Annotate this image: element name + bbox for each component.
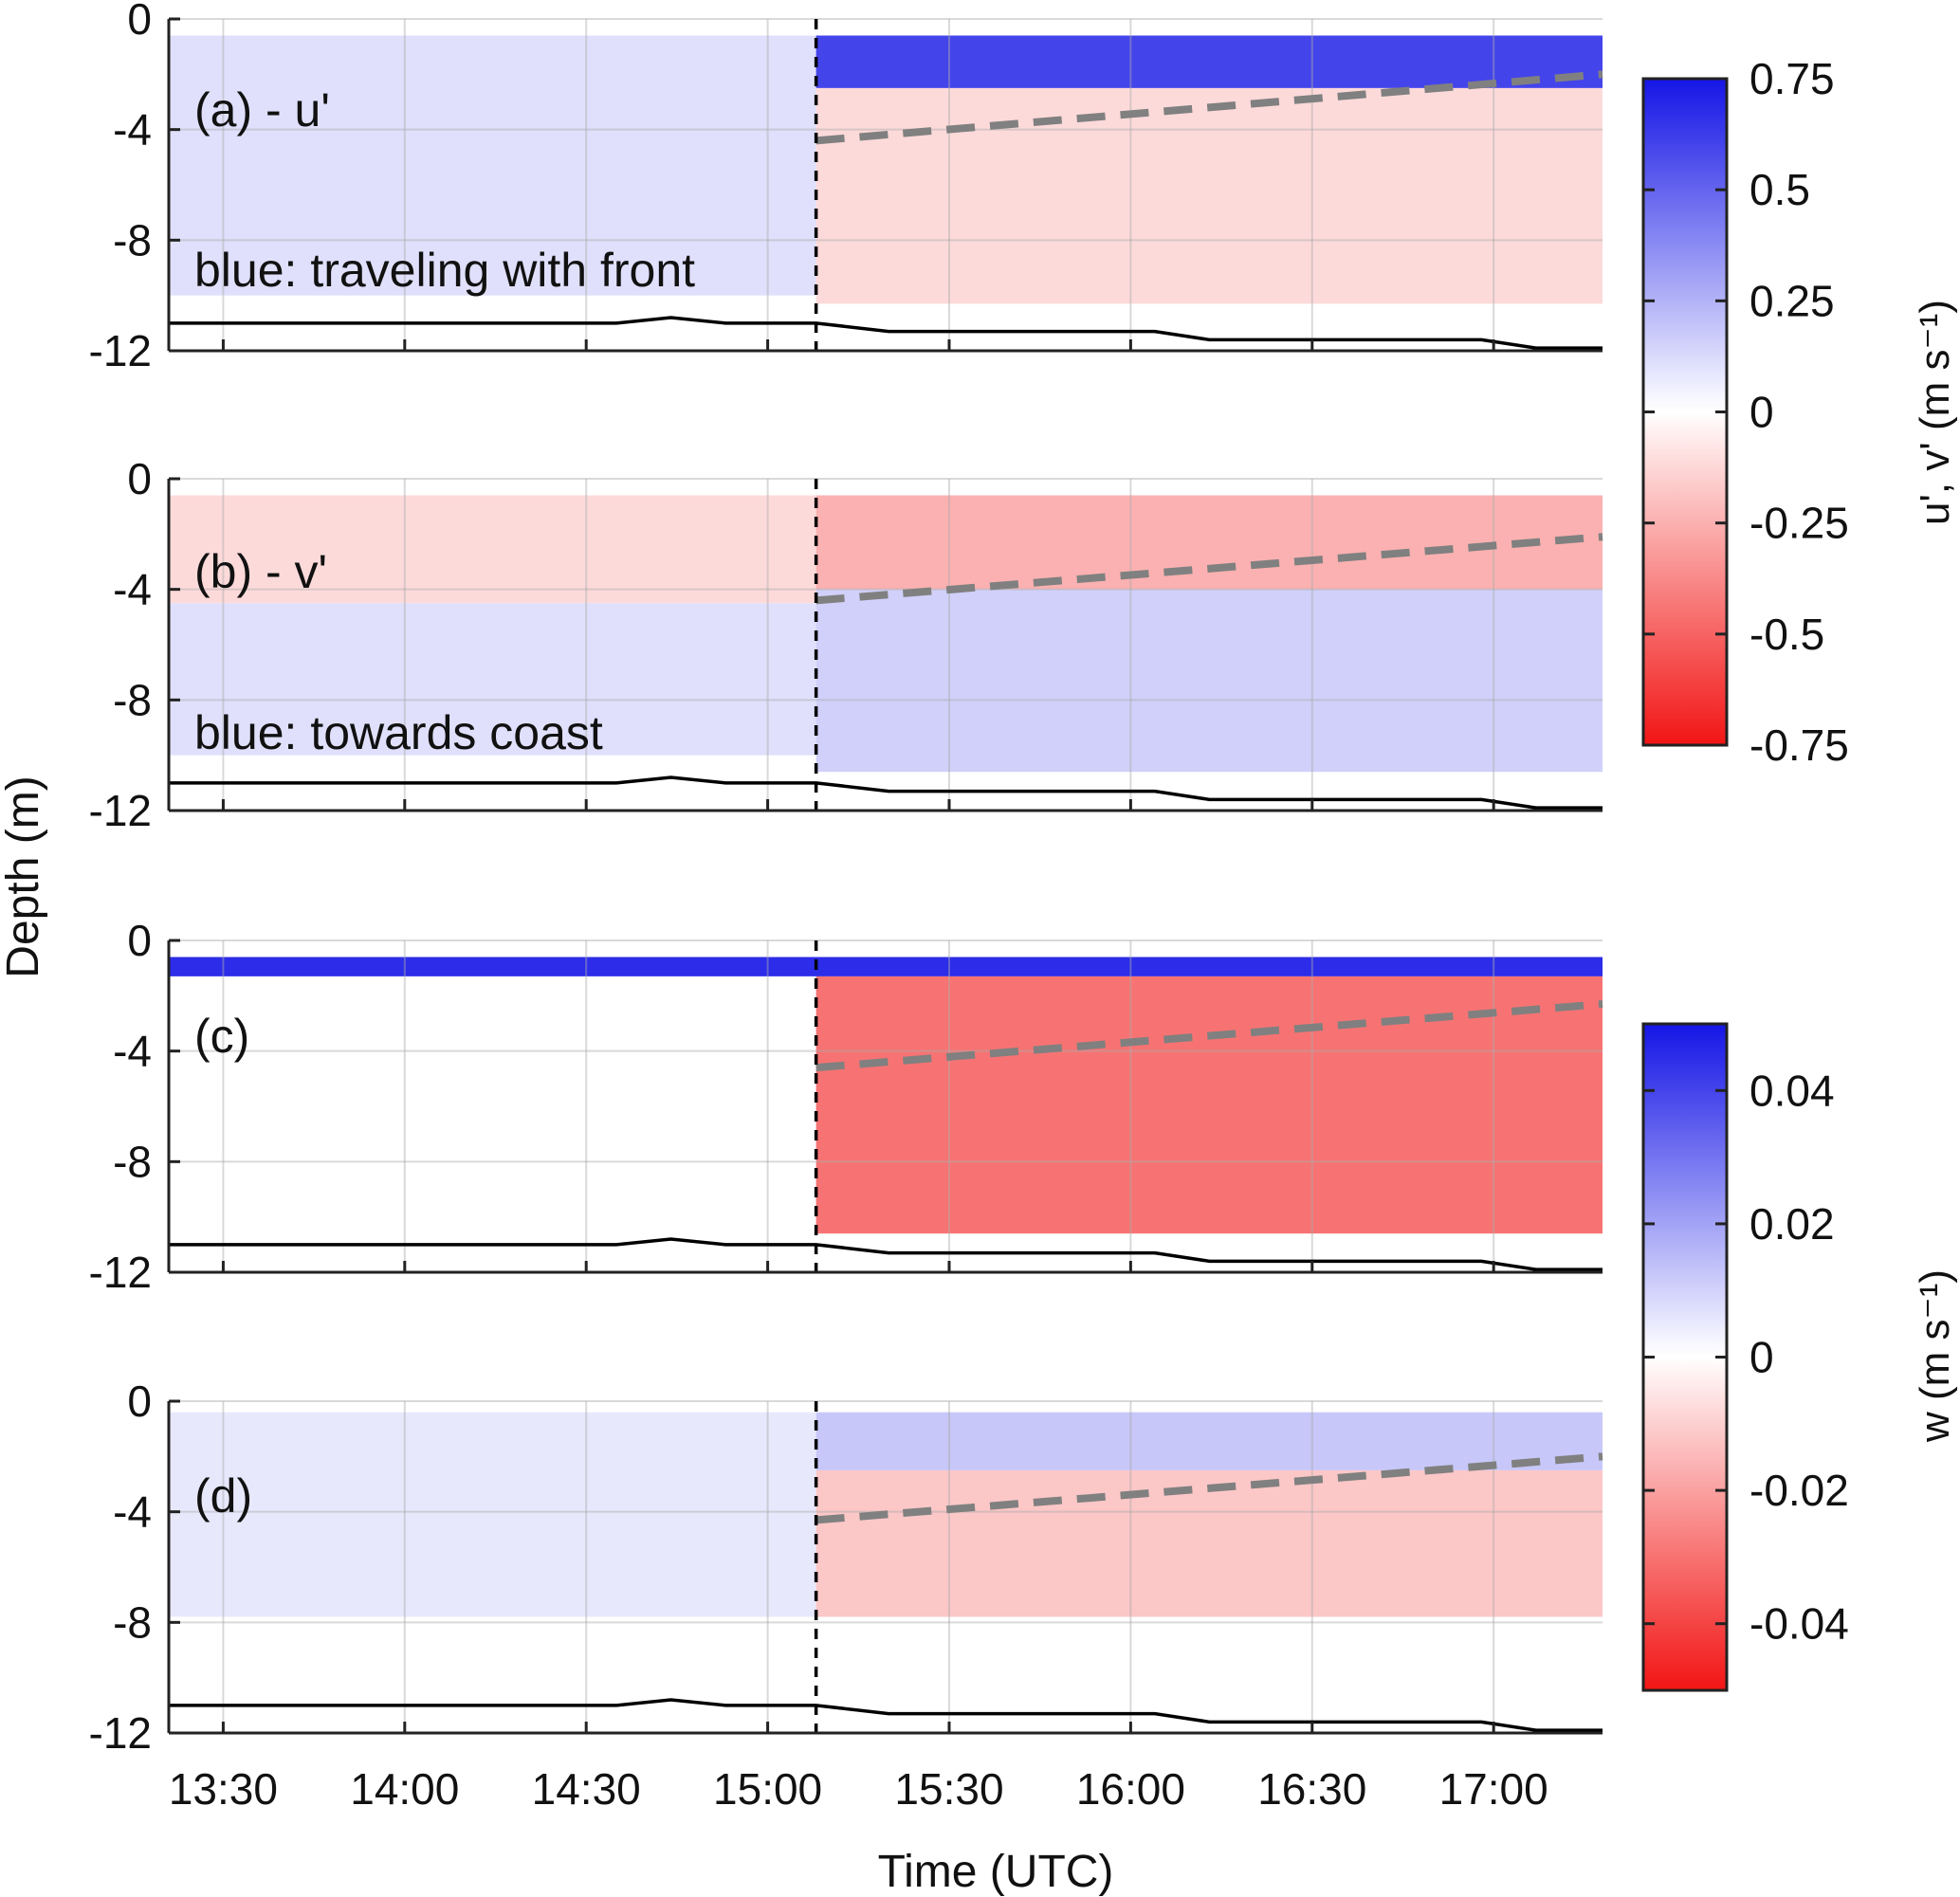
bottom-depth-line [169, 1698, 1603, 1732]
panel-b-marks [169, 479, 1603, 811]
panel-b-axes: 0 -4 -8 -12 [89, 454, 1603, 835]
interface-dashed-line [815, 1000, 1603, 1072]
colorbar-uv-gradient [1641, 77, 1729, 747]
colorbar-tick-label: 0 [1749, 1333, 1774, 1382]
colorbar-tick-label: 0.5 [1749, 165, 1810, 214]
panel-b: 0 -4 -8 -12 (b) - v' blue: towards coast [89, 454, 1603, 835]
panel-a-annotation: blue: traveling with front [194, 244, 695, 297]
x-tick-label: 16:30 [1257, 1764, 1366, 1814]
x-tick-label: 14:30 [532, 1764, 641, 1814]
interface-dashed-line [815, 533, 1603, 605]
y-tick-label: -12 [89, 326, 152, 375]
heatmap-cell [815, 495, 1603, 590]
colorbar-tick-label: -0.5 [1749, 610, 1824, 659]
bottom-depth-line [169, 775, 1603, 810]
panel-a-axes: 0 -4 -8 -12 [89, 0, 1603, 375]
panel-c-marks [169, 940, 1603, 1272]
y-tick-label: -8 [113, 1137, 152, 1186]
colorbar-tick-label: -0.75 [1749, 720, 1849, 770]
heatmap-cell [815, 87, 1603, 304]
y-tick-label: -8 [113, 215, 152, 264]
y-tick-label: -4 [113, 1487, 152, 1537]
panel-b-label: (b) - v' [194, 545, 327, 598]
panel-d-axes: 0 -4 -8 -12 13:30 14:00 14:30 15:00 15:30 16:00 16… [89, 1377, 1603, 1814]
heatmap-cell [815, 1469, 1603, 1617]
y-tick-label: -4 [113, 565, 152, 614]
x-tick-label: 14:00 [350, 1764, 459, 1814]
panel-a-heatmap [169, 35, 1603, 304]
colorbar-w-ticks: 0.04 0.02 0 -0.02 -0.04 [1643, 1066, 1849, 1649]
heatmap-cell [169, 957, 1603, 976]
y-axis-label: Depth (m) [0, 775, 48, 977]
x-tick-label: 17:00 [1439, 1764, 1548, 1814]
x-tick-label: 15:30 [894, 1764, 1003, 1814]
panel-c-label: (c) [194, 1010, 249, 1063]
heatmap-cell [815, 589, 1603, 773]
colorbar-uv: 0.75 0.5 0.25 0 -0.25 -0.5 -0.75 u', v' (m s⁻¹… [1641, 54, 1958, 770]
panel-c-heatmap [169, 957, 1603, 1234]
y-tick-label: 0 [127, 454, 152, 503]
bottom-depth-line [169, 1237, 1603, 1271]
x-tick-label: 15:00 [713, 1764, 822, 1814]
panel-d-marks [169, 1401, 1603, 1733]
panel-a: 0 -4 -8 -12 (a) - u' blue: traveling with f… [89, 0, 1603, 375]
heatmap-cell [169, 603, 816, 756]
heatmap-cell [815, 976, 1603, 1234]
panel-d: 0 -4 -8 -12 13:30 14:00 14:30 15:00 15:30 16:00 16… [89, 1377, 1603, 1814]
panel-c: 0 -4 -8 -12 (c) [89, 916, 1603, 1297]
heatmap-cell [815, 1412, 1603, 1470]
colorbar-w-label: w (m s⁻¹) [1912, 1269, 1958, 1443]
heatmap-cell [169, 976, 816, 1217]
colorbar-tick-label: 0.04 [1749, 1066, 1835, 1115]
colorbar-uv-label: u', v' (m s⁻¹) [1912, 300, 1958, 525]
heatmap-cell [815, 35, 1603, 88]
heatmap-cell [169, 495, 816, 604]
heatmap-cell [169, 1412, 816, 1617]
x-tick-label: 13:30 [169, 1764, 278, 1814]
x-tick-label: 16:00 [1076, 1764, 1185, 1814]
panel-b-heatmap [169, 495, 1603, 773]
colorbar-uv-ticks: 0.75 0.5 0.25 0 -0.25 -0.5 -0.75 [1643, 54, 1849, 770]
panel-d-heatmap [169, 1412, 1603, 1617]
y-tick-label: 0 [127, 0, 152, 44]
colorbar-tick-label: -0.25 [1749, 499, 1849, 548]
panel-c-axes: 0 -4 -8 -12 [89, 916, 1603, 1297]
y-tick-label: 0 [127, 916, 152, 965]
y-tick-label: -4 [113, 105, 152, 155]
y-tick-label: -4 [113, 1027, 152, 1076]
colorbar-tick-label: 0.02 [1749, 1199, 1835, 1249]
bottom-depth-line [169, 316, 1603, 350]
colorbar-tick-label: -0.04 [1749, 1599, 1849, 1649]
panel-d-label: (d) [194, 1469, 252, 1523]
colorbar-tick-label: 0 [1749, 388, 1774, 437]
y-tick-label: -8 [113, 675, 152, 724]
y-tick-label: -12 [89, 1248, 152, 1297]
panel-a-marks [169, 19, 1603, 351]
colorbar-tick-label: 0.75 [1749, 54, 1835, 103]
colorbar-w-gradient [1641, 1022, 1729, 1692]
y-tick-label: 0 [127, 1377, 152, 1426]
panel-a-label: (a) - u' [194, 83, 330, 137]
panel-b-annotation: blue: towards coast [194, 706, 603, 759]
colorbar-w: 0.04 0.02 0 -0.02 -0.04 w (m s⁻¹) [1641, 1022, 1958, 1692]
y-tick-label: -12 [89, 786, 152, 835]
interface-dashed-line [815, 70, 1603, 145]
y-tick-label: -12 [89, 1708, 152, 1758]
x-axis-label: Time (UTC) [878, 1847, 1114, 1897]
colorbar-tick-label: -0.02 [1749, 1466, 1849, 1515]
y-tick-label: -8 [113, 1597, 152, 1647]
interface-dashed-line [815, 1452, 1603, 1524]
colorbar-tick-label: 0.25 [1749, 276, 1835, 325]
heatmap-cell [169, 35, 816, 296]
